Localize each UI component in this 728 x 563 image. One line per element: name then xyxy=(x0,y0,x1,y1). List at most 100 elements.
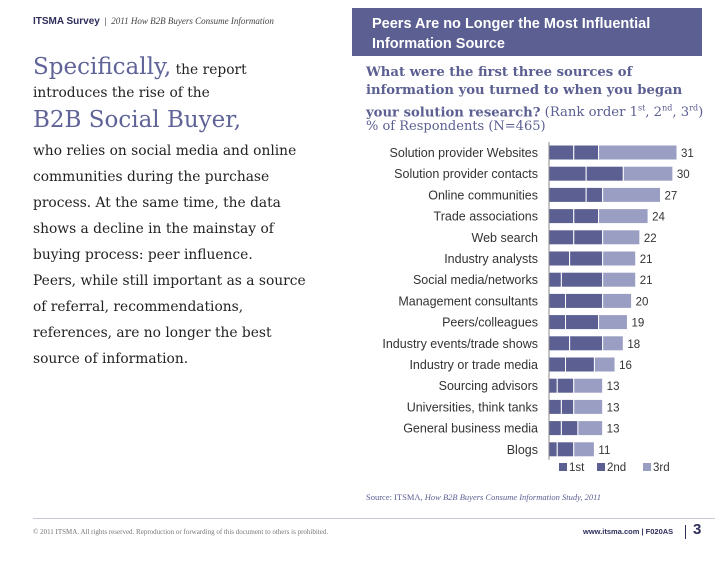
page-number-divider xyxy=(685,525,686,539)
narrative-line: process. At the same time, the data xyxy=(33,195,281,211)
bar-segment-1st xyxy=(548,335,571,352)
bar-segment-3rd xyxy=(598,144,678,161)
header-subtitle: 2011 How B2B Buyers Consume Information xyxy=(111,16,274,26)
bar-segment-1st xyxy=(548,250,571,267)
bar-segment-3rd xyxy=(602,335,624,352)
narrative-fragment: the report xyxy=(171,62,247,78)
bar-segment-2nd xyxy=(560,420,579,437)
category-label: General business media xyxy=(403,422,538,436)
narrative-line: shows a decline in the mainstay of xyxy=(33,221,274,237)
total-label: 19 xyxy=(631,318,644,330)
category-label: Solution provider Websites xyxy=(390,146,538,160)
legend-swatch-1st xyxy=(559,463,567,471)
bar-segment-3rd xyxy=(598,314,628,331)
category-label: Web search xyxy=(472,231,539,245)
bar-segment-1st xyxy=(548,441,558,458)
category-label: Social media/networks xyxy=(413,273,538,287)
footer-divider xyxy=(33,518,715,519)
bar-segment-2nd xyxy=(569,335,604,352)
bar-segment-2nd xyxy=(560,398,575,415)
total-label: 30 xyxy=(677,169,690,181)
bar-segment-2nd xyxy=(556,441,575,458)
copyright-notice: © 2011 ITSMA. All rights reserved. Repro… xyxy=(33,528,329,536)
page-number: 3 xyxy=(693,521,702,538)
category-label: Industry or trade media xyxy=(409,358,538,372)
chart-source: Source: ITSMA, How B2B Buyers Consume In… xyxy=(366,492,601,502)
bar-segment-1st xyxy=(548,314,567,331)
total-label: 31 xyxy=(681,148,694,160)
bar-segment-3rd xyxy=(573,441,595,458)
bar-segment-3rd xyxy=(573,398,604,415)
total-label: 20 xyxy=(636,296,649,308)
bar-segment-3rd xyxy=(602,271,637,288)
respondents-label: % of Respondents (N=465) xyxy=(366,119,546,134)
emphasis-b2b-social-buyer: B2B Social Buyer xyxy=(33,107,234,133)
narrative-line: source of information. xyxy=(33,351,189,367)
bar-segment-2nd xyxy=(565,292,604,309)
bar-segment-1st xyxy=(548,208,575,225)
total-label: 21 xyxy=(640,275,653,287)
total-label: 22 xyxy=(644,233,657,245)
rank-sup: rd xyxy=(689,104,699,113)
total-label: 13 xyxy=(607,424,620,436)
source-prefix: Source: ITSMA, xyxy=(366,492,425,502)
bar-segment-1st xyxy=(548,229,575,246)
total-label: 27 xyxy=(664,190,677,202)
category-label: Sourcing advisors xyxy=(439,379,538,393)
bar-segment-3rd xyxy=(598,208,649,225)
bar-segment-3rd xyxy=(602,292,633,309)
bar-segment-2nd xyxy=(585,186,604,203)
bar-segment-1st xyxy=(548,271,562,288)
question-line: What were the first three sources of xyxy=(366,65,633,80)
footer-site: www.itsma.com | F020AS xyxy=(583,527,674,536)
category-label: Online communities xyxy=(428,188,538,202)
narrative-line: communities during the purchase xyxy=(33,169,270,185)
total-label: 21 xyxy=(640,254,653,266)
bar-segment-1st xyxy=(548,186,587,203)
bar-segment-1st xyxy=(548,144,575,161)
bar-segment-3rd xyxy=(577,420,604,437)
rank-fragment: , 2 xyxy=(645,105,663,121)
bar-segment-2nd xyxy=(585,165,624,182)
total-label: 18 xyxy=(627,339,640,351)
bar-segment-3rd xyxy=(573,377,604,394)
page-title: Peers Are no Longer the Most Influential… xyxy=(372,14,650,54)
bar-segment-3rd xyxy=(593,356,616,373)
page-title-line2: Information Source xyxy=(372,36,505,52)
header-separator: | xyxy=(104,16,107,26)
bar-segment-3rd xyxy=(602,250,637,267)
bar-segment-2nd xyxy=(573,144,600,161)
category-label: Trade associations xyxy=(434,210,538,224)
legend-label-1st: 1st xyxy=(569,462,585,474)
title-band: Peers Are no Longer the Most Influential… xyxy=(352,8,702,56)
legend-swatch-2nd xyxy=(597,463,605,471)
rank-fragment: (Rank order 1 xyxy=(540,105,638,121)
narrative-line: references, are no longer the best xyxy=(33,325,272,341)
rank-fragment: ) xyxy=(698,105,704,121)
bar-segment-1st xyxy=(548,398,562,415)
bar-segment-1st xyxy=(548,377,558,394)
total-label: 24 xyxy=(652,212,665,224)
total-label: 13 xyxy=(607,381,620,393)
category-label: Blogs xyxy=(507,443,538,457)
bar-segment-3rd xyxy=(602,186,661,203)
legend-label-3rd: 3rd xyxy=(653,462,670,474)
bar-segment-1st xyxy=(548,420,562,437)
narrative-fragment: , xyxy=(233,107,242,133)
survey-header: ITSMA Survey | 2011 How B2B Buyers Consu… xyxy=(33,16,274,27)
legend-swatch-3rd xyxy=(643,463,651,471)
bar-segment-3rd xyxy=(602,229,641,246)
survey-question: What were the first three sources of inf… xyxy=(366,64,726,122)
question-line: your solution research? (Rank order 1st,… xyxy=(366,100,726,122)
bar-segment-2nd xyxy=(565,314,600,331)
bar-segment-2nd xyxy=(573,208,600,225)
page-title-line1: Peers Are no Longer the Most Influential xyxy=(372,16,651,32)
rank-sup: nd xyxy=(662,104,673,113)
narrative-line: Peers, while still important as a source xyxy=(33,273,306,289)
rank-fragment: , 3 xyxy=(672,105,690,121)
narrative-line: buying process: peer influence. xyxy=(33,247,253,263)
category-label: Peers/colleagues xyxy=(442,316,538,330)
bar-segment-2nd xyxy=(569,250,604,267)
narrative-line: B2B Social Buyer, xyxy=(33,107,241,133)
